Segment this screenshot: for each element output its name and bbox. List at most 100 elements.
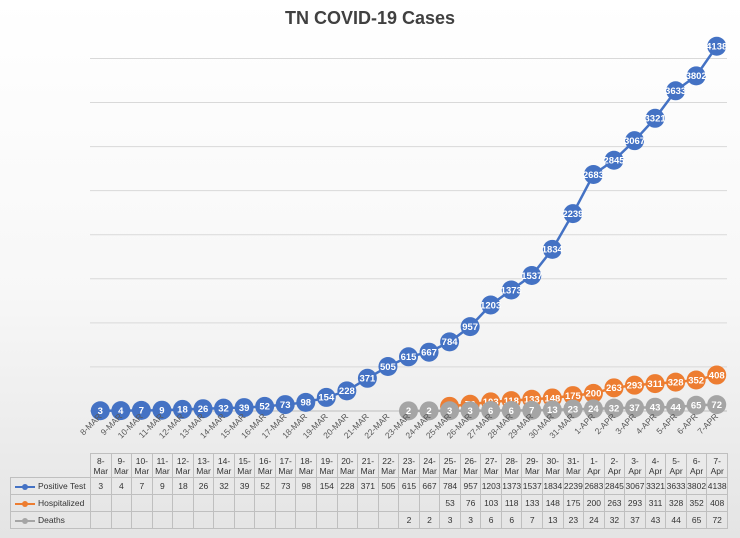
table-column-header: 15- Mar [233, 453, 256, 478]
table-row: Positive Test 3 4 7 9 18 26 32 39 52 73 98 154 228 371… [10, 477, 728, 495]
hospitalized-data-label: 328 [668, 377, 684, 388]
table-cell: 4138 [706, 477, 728, 495]
hospitalized-data-label: 175 [565, 391, 582, 402]
hospitalized-data-label: 133 [524, 395, 540, 406]
table-column-header: 13- Mar [192, 453, 215, 478]
deaths-point [625, 398, 645, 418]
x-tick-label: 8-MAR [78, 411, 104, 437]
positive-test-point [378, 356, 398, 376]
table-cell: 23 [562, 511, 585, 529]
positive-test-point [440, 332, 460, 352]
positive-test-point [234, 398, 254, 418]
deaths-data-label: 44 [670, 402, 681, 413]
deaths-point [522, 400, 542, 420]
table-column-header: 27- Mar [480, 453, 502, 478]
table-cell: 26 [192, 477, 215, 495]
positive-test-data-label: 1537 [521, 271, 542, 282]
table-column-header: 21- Mar [357, 453, 379, 478]
table-cell: 32 [213, 477, 235, 495]
chart-title: TN COVID-19 Cases [284, 8, 456, 28]
positive-test-data-label: 3321 [645, 114, 667, 125]
positive-test-data-label: 3802 [686, 71, 707, 82]
hospitalized-point [604, 378, 624, 398]
table-cell: 7 [131, 477, 153, 495]
positive-test-point [172, 399, 192, 419]
table-column-header: 28- Mar [500, 453, 523, 478]
data-table: 8- Mar 9- Mar 10- Mar 11- Mar 12- Mar 13- Mar 14- Mar… [10, 453, 728, 529]
deaths-data-label: 13 [547, 405, 558, 416]
table-cell: 2683 [583, 477, 605, 495]
table-cell: 293 [624, 494, 646, 512]
hospitalized-point [645, 374, 665, 394]
table-column-header: 18- Mar [295, 453, 318, 478]
deaths-data-label: 32 [609, 403, 620, 414]
table-column-header: 23- Mar [398, 453, 420, 478]
table-cell [295, 494, 318, 512]
positive-test-data-label: 98 [300, 398, 311, 409]
table-row: Hospitalized 53 76 103 118 133 148 175 200 263 293… [10, 494, 728, 512]
hospitalized-data-label: 293 [627, 380, 643, 391]
table-cell [336, 511, 359, 529]
hospitalized-point [583, 383, 603, 403]
table-column-header: 11- Mar [151, 453, 174, 478]
positive-test-data-label: 73 [280, 400, 291, 411]
positive-test-point [542, 239, 562, 259]
table-cell: 371 [357, 477, 379, 495]
deaths-point [666, 397, 686, 417]
table-cell [233, 511, 256, 529]
table-cell: 3067 [624, 477, 646, 495]
table-column-header: 12- Mar [172, 453, 194, 478]
table-cell [377, 511, 400, 529]
table-cell: 408 [706, 494, 728, 512]
deaths-data-label: 3 [447, 406, 452, 417]
hospitalized-data-label: 311 [647, 379, 663, 390]
deaths-data-label: 43 [650, 403, 661, 414]
table-cell [213, 494, 235, 512]
positive-test-data-label: 3633 [665, 86, 686, 97]
table-cell: 667 [418, 477, 441, 495]
table-cell: 615 [398, 477, 420, 495]
table-cell: 6 [500, 511, 523, 529]
positive-test-data-label: 1203 [480, 300, 501, 311]
table-cell: 73 [274, 477, 297, 495]
positive-test-data-label: 2239 [562, 209, 583, 220]
positive-test-point [337, 381, 357, 401]
table-cell [151, 511, 174, 529]
table-cell: 2 [398, 511, 420, 529]
positive-test-point [707, 36, 727, 56]
table-column-header: 19- Mar [316, 453, 338, 478]
table-cell: 957 [459, 477, 482, 495]
positive-test-data-label: 667 [421, 348, 437, 359]
positive-test-data-label: 52 [259, 402, 270, 413]
table-cell: 1834 [542, 477, 564, 495]
positive-test-point [604, 150, 624, 170]
positive-test-point [501, 280, 521, 300]
table-column-header: 3- Apr [624, 453, 646, 478]
table-cell: 9 [151, 477, 174, 495]
table-cell [172, 511, 194, 529]
positive-test-point [152, 400, 172, 420]
positive-test-data-label: 228 [339, 386, 355, 397]
hospitalized-data-label: 148 [544, 393, 560, 404]
positive-test-data-label: 32 [218, 403, 229, 414]
hospitalized-point [666, 372, 686, 392]
table-column-header: 1- Apr [583, 453, 605, 478]
hospitalized-data-label: 263 [606, 383, 622, 394]
positive-test-point [583, 165, 603, 185]
positive-test-point [399, 347, 418, 367]
table-cell: 1373 [500, 477, 523, 495]
positive-test-point [522, 266, 542, 286]
table-cell [418, 494, 441, 512]
deaths-data-label: 65 [691, 401, 702, 412]
table-cell [192, 494, 215, 512]
deaths-series-line [408, 403, 717, 413]
table-cell [233, 494, 256, 512]
deaths-point [645, 397, 665, 417]
table-cell [316, 494, 338, 512]
table-cell: 175 [562, 494, 585, 512]
table-cell: 1203 [480, 477, 502, 495]
table-cell: 148 [542, 494, 564, 512]
table-cell [192, 511, 215, 529]
